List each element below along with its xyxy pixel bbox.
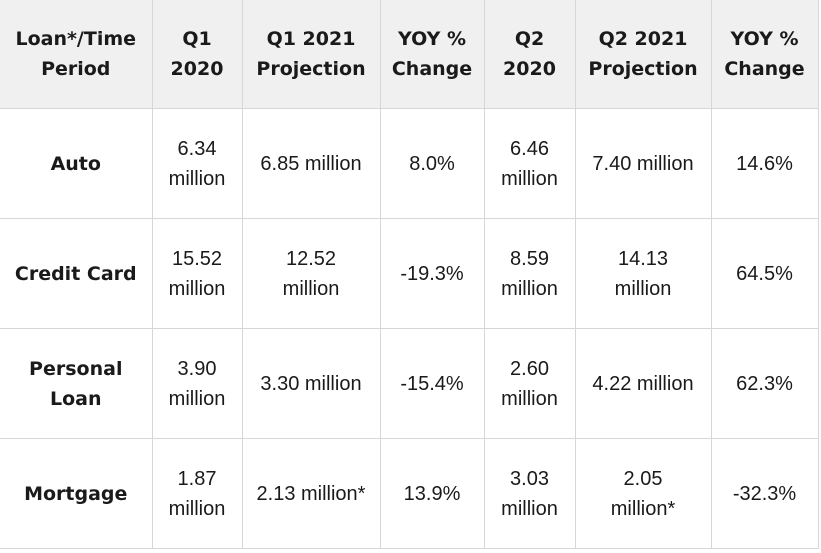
table-cell: 7.40 million (574, 108, 712, 219)
table-cell: 2.05 million* (574, 438, 712, 549)
table-cell: 8.59 million (483, 218, 576, 329)
header-q2-2020: Q2 2020 (483, 0, 576, 109)
row-label: Personal Loan (0, 328, 153, 439)
row-label: Auto (0, 108, 153, 219)
row-label: Credit Card (0, 218, 153, 329)
table-cell: 8.0% (379, 108, 485, 219)
table-cell: 62.3% (710, 328, 819, 439)
table-cell: 1.87 million (151, 438, 243, 549)
table-cell: 3.03 million (483, 438, 576, 549)
header-q1-2020: Q1 2020 (151, 0, 243, 109)
table-row: Mortgage 1.87 million 2.13 million* 13.9… (0, 438, 819, 549)
table-row: Credit Card 15.52 million 12.52 million … (0, 218, 819, 329)
table-cell: 64.5% (710, 218, 819, 329)
table-cell: -19.3% (379, 218, 485, 329)
table-cell: 2.13 million* (241, 438, 381, 549)
table-row: Personal Loan 3.90 million 3.30 million … (0, 328, 819, 439)
header-q1-2021-projection: Q1 2021 Projection (241, 0, 381, 109)
row-label: Mortgage (0, 438, 153, 549)
header-row: Loan*/Time Period Q1 2020 Q1 2021 Projec… (0, 0, 819, 109)
table-cell: 6.34 million (151, 108, 243, 219)
table-cell: 15.52 million (151, 218, 243, 329)
table-cell: 13.9% (379, 438, 485, 549)
table-cell: 3.90 million (151, 328, 243, 439)
table-cell: 12.52 million (241, 218, 381, 329)
table-cell: 14.13 million (574, 218, 712, 329)
table-cell: -15.4% (379, 328, 485, 439)
table-cell: 14.6% (710, 108, 819, 219)
header-q2-2021-projection: Q2 2021 Projection (574, 0, 712, 109)
header-q2-yoy-change: YOY % Change (710, 0, 819, 109)
table-cell: 4.22 million (574, 328, 712, 439)
table-cell: 3.30 million (241, 328, 381, 439)
table-row: Auto 6.34 million 6.85 million 8.0% 6.46… (0, 108, 819, 219)
header-loan-time-period: Loan*/Time Period (0, 0, 153, 109)
table-cell: 2.60 million (483, 328, 576, 439)
header-q1-yoy-change: YOY % Change (379, 0, 485, 109)
table-cell: 6.85 million (241, 108, 381, 219)
table-cell: -32.3% (710, 438, 819, 549)
table-cell: 6.46 million (483, 108, 576, 219)
